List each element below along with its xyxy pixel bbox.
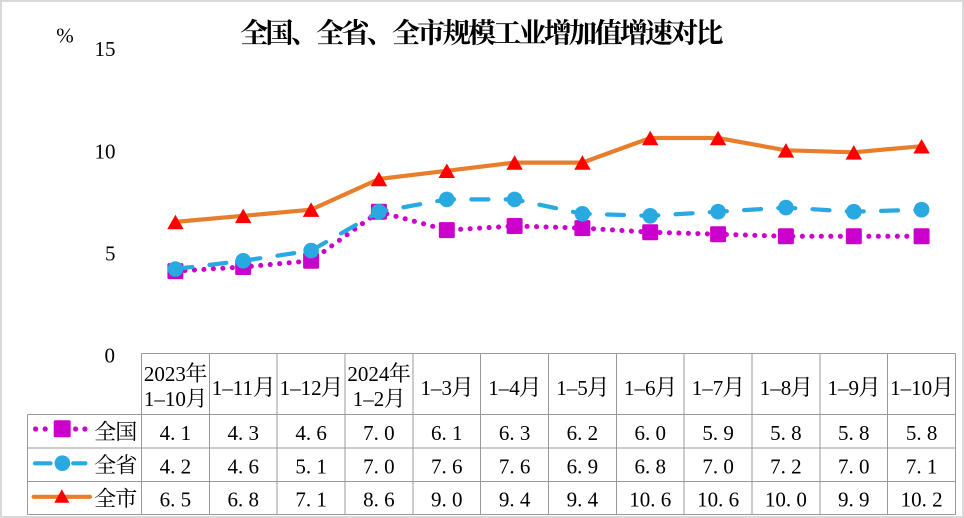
- svg-text:10. 0: 10. 0: [765, 488, 807, 512]
- svg-text:1–11: 1–11: [212, 376, 253, 400]
- svg-text:5. 8: 5. 8: [838, 421, 870, 445]
- svg-text:7. 0: 7. 0: [363, 421, 395, 445]
- svg-text:7. 2: 7. 2: [770, 454, 802, 478]
- svg-text:1–2: 1–2: [353, 387, 385, 411]
- svg-text:9. 0: 9. 0: [431, 488, 463, 512]
- svg-text:6. 3: 6. 3: [499, 421, 531, 445]
- svg-text:1–10: 1–10: [144, 387, 186, 411]
- svg-text:1–9: 1–9: [828, 376, 860, 400]
- svg-text:9. 4: 9. 4: [567, 488, 599, 512]
- svg-text:7. 0: 7. 0: [702, 454, 734, 478]
- svg-text:9. 4: 9. 4: [499, 488, 531, 512]
- svg-text:%: %: [56, 24, 74, 48]
- svg-text:7. 0: 7. 0: [838, 454, 870, 478]
- svg-text:0: 0: [105, 344, 116, 368]
- svg-text:1–6: 1–6: [624, 376, 656, 400]
- svg-text:7. 6: 7. 6: [431, 454, 463, 478]
- svg-text:4. 1: 4. 1: [160, 421, 192, 445]
- svg-text:4. 6: 4. 6: [227, 454, 259, 478]
- svg-text:7. 6: 7. 6: [499, 454, 531, 478]
- svg-text:10. 6: 10. 6: [629, 488, 671, 512]
- svg-text:6. 9: 6. 9: [567, 454, 599, 478]
- svg-text:10: 10: [95, 139, 116, 163]
- svg-text:10. 2: 10. 2: [901, 488, 943, 512]
- svg-text:1–5: 1–5: [556, 376, 588, 400]
- svg-text:5. 9: 5. 9: [702, 421, 734, 445]
- svg-text:1–3: 1–3: [421, 376, 453, 400]
- svg-text:1–10: 1–10: [890, 376, 932, 400]
- svg-text:1–7: 1–7: [692, 376, 724, 400]
- svg-text:2023: 2023: [144, 362, 186, 386]
- svg-text:1–4: 1–4: [488, 376, 520, 400]
- svg-text:7. 0: 7. 0: [363, 454, 395, 478]
- svg-text:8. 6: 8. 6: [363, 488, 395, 512]
- svg-text:5. 8: 5. 8: [906, 421, 938, 445]
- svg-text:6. 5: 6. 5: [160, 488, 192, 512]
- svg-text:5: 5: [105, 241, 116, 265]
- svg-text:9. 9: 9. 9: [838, 488, 870, 512]
- svg-text:5. 1: 5. 1: [295, 454, 327, 478]
- svg-text:6. 1: 6. 1: [431, 421, 463, 445]
- svg-text:4. 6: 4. 6: [295, 421, 327, 445]
- svg-text:6. 8: 6. 8: [634, 454, 666, 478]
- svg-text:5. 8: 5. 8: [770, 421, 802, 445]
- svg-text:6. 2: 6. 2: [567, 421, 599, 445]
- svg-text:7. 1: 7. 1: [295, 488, 327, 512]
- svg-text:2024: 2024: [347, 362, 390, 386]
- svg-text:7. 1: 7. 1: [906, 454, 938, 478]
- svg-text:1–8: 1–8: [760, 376, 792, 400]
- svg-text:6. 0: 6. 0: [634, 421, 666, 445]
- svg-text:10. 6: 10. 6: [697, 488, 739, 512]
- svg-text:6. 8: 6. 8: [227, 488, 259, 512]
- svg-text:4. 2: 4. 2: [160, 454, 192, 478]
- svg-text:15: 15: [95, 37, 116, 61]
- svg-text:1–12: 1–12: [280, 376, 322, 400]
- svg-text:4. 3: 4. 3: [227, 421, 259, 445]
